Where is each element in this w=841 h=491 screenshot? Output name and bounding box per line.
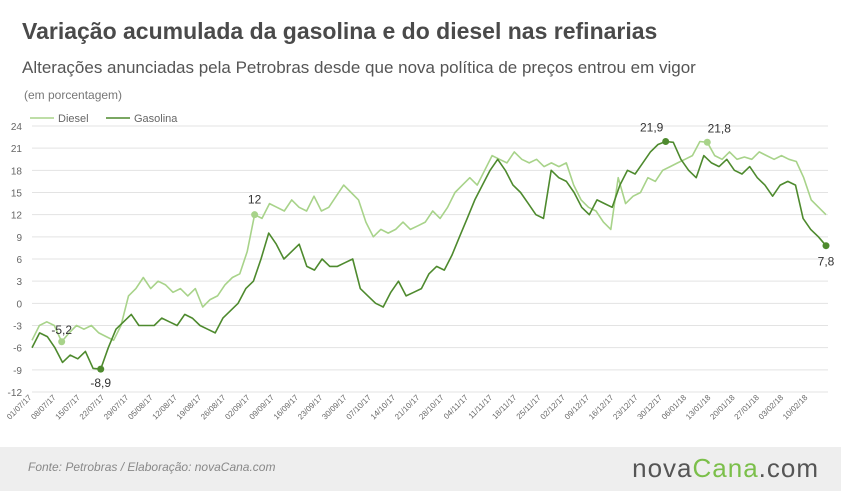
brand-logo: novaCana.com — [632, 453, 819, 484]
x-tick-label: 13/01/18 — [684, 393, 713, 422]
y-tick-label: 9 — [16, 233, 22, 244]
y-tick-label: 0 — [16, 299, 22, 310]
y-tick-label: 24 — [11, 122, 23, 133]
annotation-label: 12 — [248, 193, 262, 207]
brand-tail: .com — [758, 453, 819, 483]
x-tick-label: 23/09/17 — [296, 393, 325, 422]
line-chart: 24211815129630-3-6-9-1201/07/1708/07/171… — [5, 113, 835, 422]
x-tick-label: 09/09/17 — [248, 393, 277, 422]
x-tick-label: 29/07/17 — [102, 393, 131, 422]
series-line-diesel — [31, 140, 827, 343]
y-tick-label: 3 — [16, 277, 22, 288]
source-credit: Fonte: Petrobras / Elaboração: novaCana.… — [28, 460, 276, 474]
x-tick-label: 02/12/17 — [539, 393, 568, 422]
x-tick-label: 03/02/18 — [757, 393, 786, 422]
x-tick-label: 30/12/17 — [636, 393, 665, 422]
annotation-marker — [662, 138, 670, 146]
x-tick-label: 16/09/17 — [272, 393, 301, 422]
y-tick-label: -3 — [13, 322, 22, 333]
annotation-marker — [822, 242, 830, 250]
x-tick-label: 14/10/17 — [369, 393, 398, 422]
annotation-label: -5,2 — [51, 323, 72, 337]
annotation-marker — [58, 338, 66, 346]
x-tick-label: 25/11/17 — [515, 393, 543, 421]
y-tick-label: 12 — [11, 211, 23, 222]
y-tick-label: 6 — [16, 255, 22, 266]
annotation-label: 7,8 — [818, 255, 835, 269]
y-tick-label: 18 — [11, 166, 23, 177]
x-tick-label: 11/11/17 — [467, 393, 495, 421]
x-tick-label: 20/01/18 — [708, 393, 737, 422]
annotation-label: -8,9 — [90, 376, 111, 390]
x-tick-label: 07/10/17 — [345, 393, 374, 422]
x-tick-label: 06/01/18 — [660, 393, 689, 422]
x-tick-label: 30/09/17 — [320, 393, 349, 422]
footer-bar: Fonte: Petrobras / Elaboração: novaCana.… — [0, 447, 841, 491]
brand-main: nova — [632, 453, 693, 483]
x-tick-label: 28/10/17 — [417, 393, 446, 422]
y-tick-label: 21 — [11, 144, 23, 155]
x-tick-label: 04/11/17 — [442, 393, 470, 421]
chart-title: Variação acumulada da gasolina e do dies… — [22, 18, 658, 44]
x-tick-label: 15/07/17 — [54, 393, 83, 422]
x-tick-label: 18/11/17 — [490, 393, 518, 421]
y-tick-label: 15 — [11, 189, 23, 200]
x-tick-label: 22/07/17 — [78, 393, 107, 422]
annotation-marker — [251, 211, 259, 219]
x-tick-label: 12/08/17 — [151, 393, 180, 422]
x-tick-label: 27/01/18 — [733, 393, 762, 422]
x-tick-label: 21/10/17 — [393, 393, 422, 422]
x-tick-label: 10/02/18 — [781, 393, 810, 422]
x-tick-label: 26/08/17 — [199, 393, 228, 422]
annotation-marker — [703, 138, 711, 146]
x-tick-label: 08/07/17 — [29, 393, 58, 422]
annotation-marker — [97, 365, 105, 373]
x-tick-label: 02/09/17 — [223, 393, 252, 422]
annotation-label: 21,9 — [640, 121, 664, 135]
x-tick-label: 19/08/17 — [175, 393, 204, 422]
legend-label: Diesel — [58, 113, 89, 125]
y-tick-label: -6 — [13, 344, 22, 355]
y-tick-label: -12 — [8, 388, 23, 399]
x-tick-label: 23/12/17 — [611, 393, 640, 422]
x-tick-label: 16/12/17 — [587, 393, 616, 422]
chart-subtitle: Alterações anunciadas pela Petrobras des… — [22, 58, 696, 77]
legend-label: Gasolina — [134, 113, 178, 125]
x-tick-label: 05/08/17 — [126, 393, 155, 422]
brand-accent: Cana — [692, 453, 759, 483]
annotation-label: 21,8 — [708, 121, 732, 135]
x-tick-label: 09/12/17 — [563, 393, 592, 422]
series-line-gasolina — [31, 140, 827, 370]
unit-label: (em porcentagem) — [24, 88, 123, 102]
y-tick-label: -9 — [13, 366, 22, 377]
